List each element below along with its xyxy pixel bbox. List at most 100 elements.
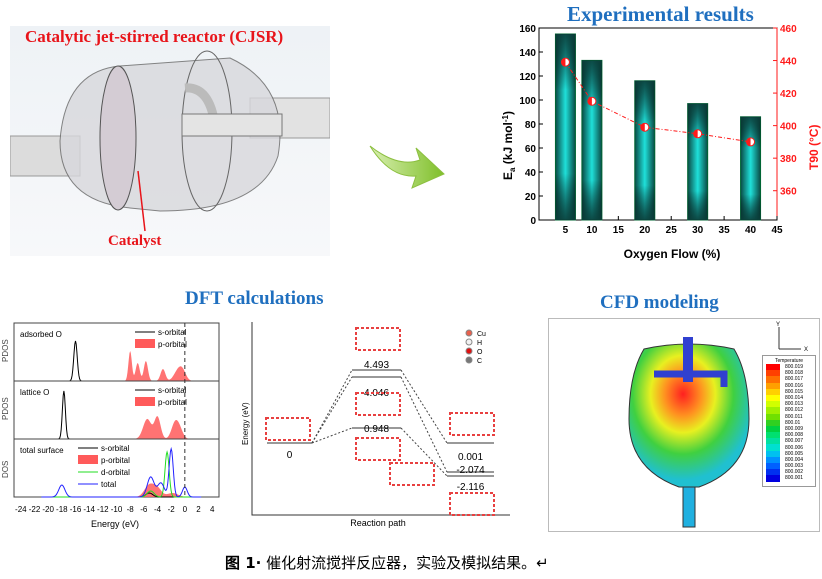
cu-surface-structure <box>265 417 311 441</box>
cu-surface-structure <box>355 327 401 351</box>
legend-title: Temperature <box>774 358 804 364</box>
transition-line <box>400 369 448 444</box>
x-tick-label: 25 <box>666 225 678 236</box>
legend-row: 800.007 <box>766 438 815 445</box>
cu-surface-structure <box>355 437 401 461</box>
legend-row: 800.018 <box>766 370 815 377</box>
y-axis-label: Energy (eV) <box>241 402 250 445</box>
legend-swatch <box>766 425 780 433</box>
legend-swatch <box>766 444 780 451</box>
legend-label: p-orbital <box>101 456 130 465</box>
legend-row: 800.012 <box>766 407 815 414</box>
legend-swatch <box>766 382 780 389</box>
legend-value: 800.014 <box>785 395 804 402</box>
y-tick-label: 80 <box>525 120 537 131</box>
panel-label: total surface <box>20 446 64 455</box>
energy-value: -2.074 <box>456 465 485 476</box>
caption-label: 图 1· <box>225 554 262 572</box>
x-tick-label: -20 <box>42 505 54 514</box>
cfd-title: CFD modeling <box>600 292 719 313</box>
legend-row: 800.015 <box>766 388 815 395</box>
x-tick-label: -4 <box>154 505 162 514</box>
legend-swatch <box>78 455 98 464</box>
cfd-panel: Y X Temperature 800.019 800.018 800.017 800… <box>548 318 820 532</box>
bar-shade <box>581 60 602 221</box>
legend-swatch <box>766 456 780 463</box>
legend-swatch <box>766 450 780 457</box>
y2-tick-label: 440 <box>780 57 797 68</box>
atom-legend-icon <box>465 347 473 355</box>
x-tick-label: 30 <box>692 225 704 236</box>
legend-row: 800.013 <box>766 401 815 408</box>
x-tick-label: 0 <box>183 505 188 514</box>
legend-value: 800.016 <box>785 382 804 389</box>
x-tick-label: 15 <box>613 225 625 236</box>
legend-label: d-orbital <box>101 468 130 477</box>
y-axis-label: DOS <box>1 461 10 478</box>
y-tick-label: 60 <box>525 144 537 155</box>
x-tick-label: -2 <box>168 505 176 514</box>
y-tick-label: 120 <box>519 72 536 83</box>
flow-arrow-icon <box>369 145 445 189</box>
y-tick-label: 140 <box>519 48 536 59</box>
energy-value: 4.493 <box>364 360 389 371</box>
legend-row: 800.011 <box>766 413 815 420</box>
legend-label: p-orbital <box>158 398 187 407</box>
legend-swatch <box>766 407 780 414</box>
catalyst-arrow <box>137 170 146 232</box>
y2-axis-label: T90 (°C) <box>807 125 821 170</box>
legend-row: 800.006 <box>766 444 815 451</box>
experimental-chart: 0 20 40 60 80 100 120 140 160 360 380 400 420 440 460 5… <box>501 24 821 261</box>
legend-row: 800.014 <box>766 394 815 402</box>
atom-legend-label: C <box>477 358 482 365</box>
x-axis-label: Energy (eV) <box>91 519 139 529</box>
p-orbital-area <box>41 483 202 497</box>
x-tick-label: 4 <box>210 505 215 514</box>
cu-surface-structure <box>449 412 495 436</box>
dos-chart: adsorbed O PDOS s-orbital p-orbital lattice … <box>1 322 220 529</box>
axes <box>251 322 510 516</box>
legend-swatch <box>135 397 155 406</box>
x-tick-label: -6 <box>140 505 148 514</box>
total-line <box>41 446 202 498</box>
legend-row: 800.008 <box>766 432 815 439</box>
reactor-drawing <box>9 50 331 232</box>
legend-row: 800.002 <box>766 469 815 476</box>
t90-point-half <box>640 123 645 132</box>
x-tick-label: -24 <box>15 505 27 514</box>
legend-value: 800.019 <box>785 364 804 371</box>
catalyst-label: Catalyst <box>108 233 162 249</box>
legend-value: 800.017 <box>785 376 804 383</box>
legend-swatch <box>766 469 780 476</box>
y-tick-label: 100 <box>519 96 536 107</box>
legend-swatch <box>766 475 780 482</box>
y2-tick-label: 420 <box>780 89 797 100</box>
legend-value: 800.007 <box>785 438 804 445</box>
x-tick-label: -14 <box>83 505 95 514</box>
temperature-legend: Temperature 800.019 800.018 800.017 800.016… <box>762 355 816 487</box>
atom-legend-icon <box>465 329 473 337</box>
panel-label: adsorbed O <box>20 330 62 339</box>
legend-label: s-orbital <box>101 444 130 453</box>
y-axis-label: PDOS <box>1 397 10 420</box>
figure-caption: 图 1· 催化射流搅拌反应器，实验及模拟结果。↵ <box>225 552 549 573</box>
x-tick-label: -8 <box>127 505 135 514</box>
x-tick-label: 40 <box>745 225 757 236</box>
legend-value: 800.006 <box>785 444 804 451</box>
atom-legend-icon <box>465 338 473 346</box>
legend-swatch <box>766 419 780 426</box>
p-orbital-area <box>41 350 202 381</box>
legend-label: p-orbital <box>158 340 187 349</box>
legend-value: 800.003 <box>785 463 804 470</box>
legend-swatch <box>766 401 780 408</box>
legend-swatch <box>766 376 780 383</box>
t90-point-half <box>587 97 592 106</box>
energy-value: 0.948 <box>364 424 389 435</box>
y-tick-label: 160 <box>519 24 536 35</box>
p-orbital-area <box>41 416 202 439</box>
axis-y-label: Y <box>776 322 780 328</box>
legend-label: s-orbital <box>158 328 187 337</box>
legend-value: 800.015 <box>785 388 804 395</box>
dft-title: DFT calculations <box>185 288 324 309</box>
atom-legend-label: O <box>477 349 483 356</box>
